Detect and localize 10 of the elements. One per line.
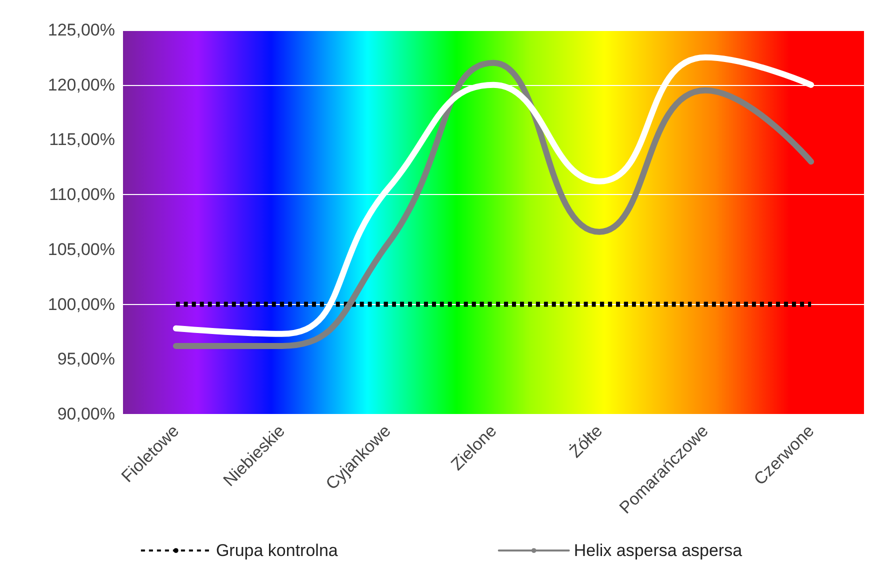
y-tick-label: 125,00% — [48, 20, 115, 40]
y-tick-label: 115,00% — [49, 130, 115, 150]
y-tick-label: 105,00% — [48, 240, 115, 259]
y-tick-label: 90,00% — [57, 404, 115, 424]
y-tick-label: 95,00% — [57, 350, 115, 369]
legend-label: Helix aspersa aspersa — [574, 541, 743, 560]
y-tick-label: 100,00% — [48, 294, 115, 314]
legend-label: Grupa kontrolna — [216, 541, 338, 560]
y-tick-label: 110,00% — [49, 185, 115, 204]
y-tick-label: 120,00% — [48, 75, 115, 94]
